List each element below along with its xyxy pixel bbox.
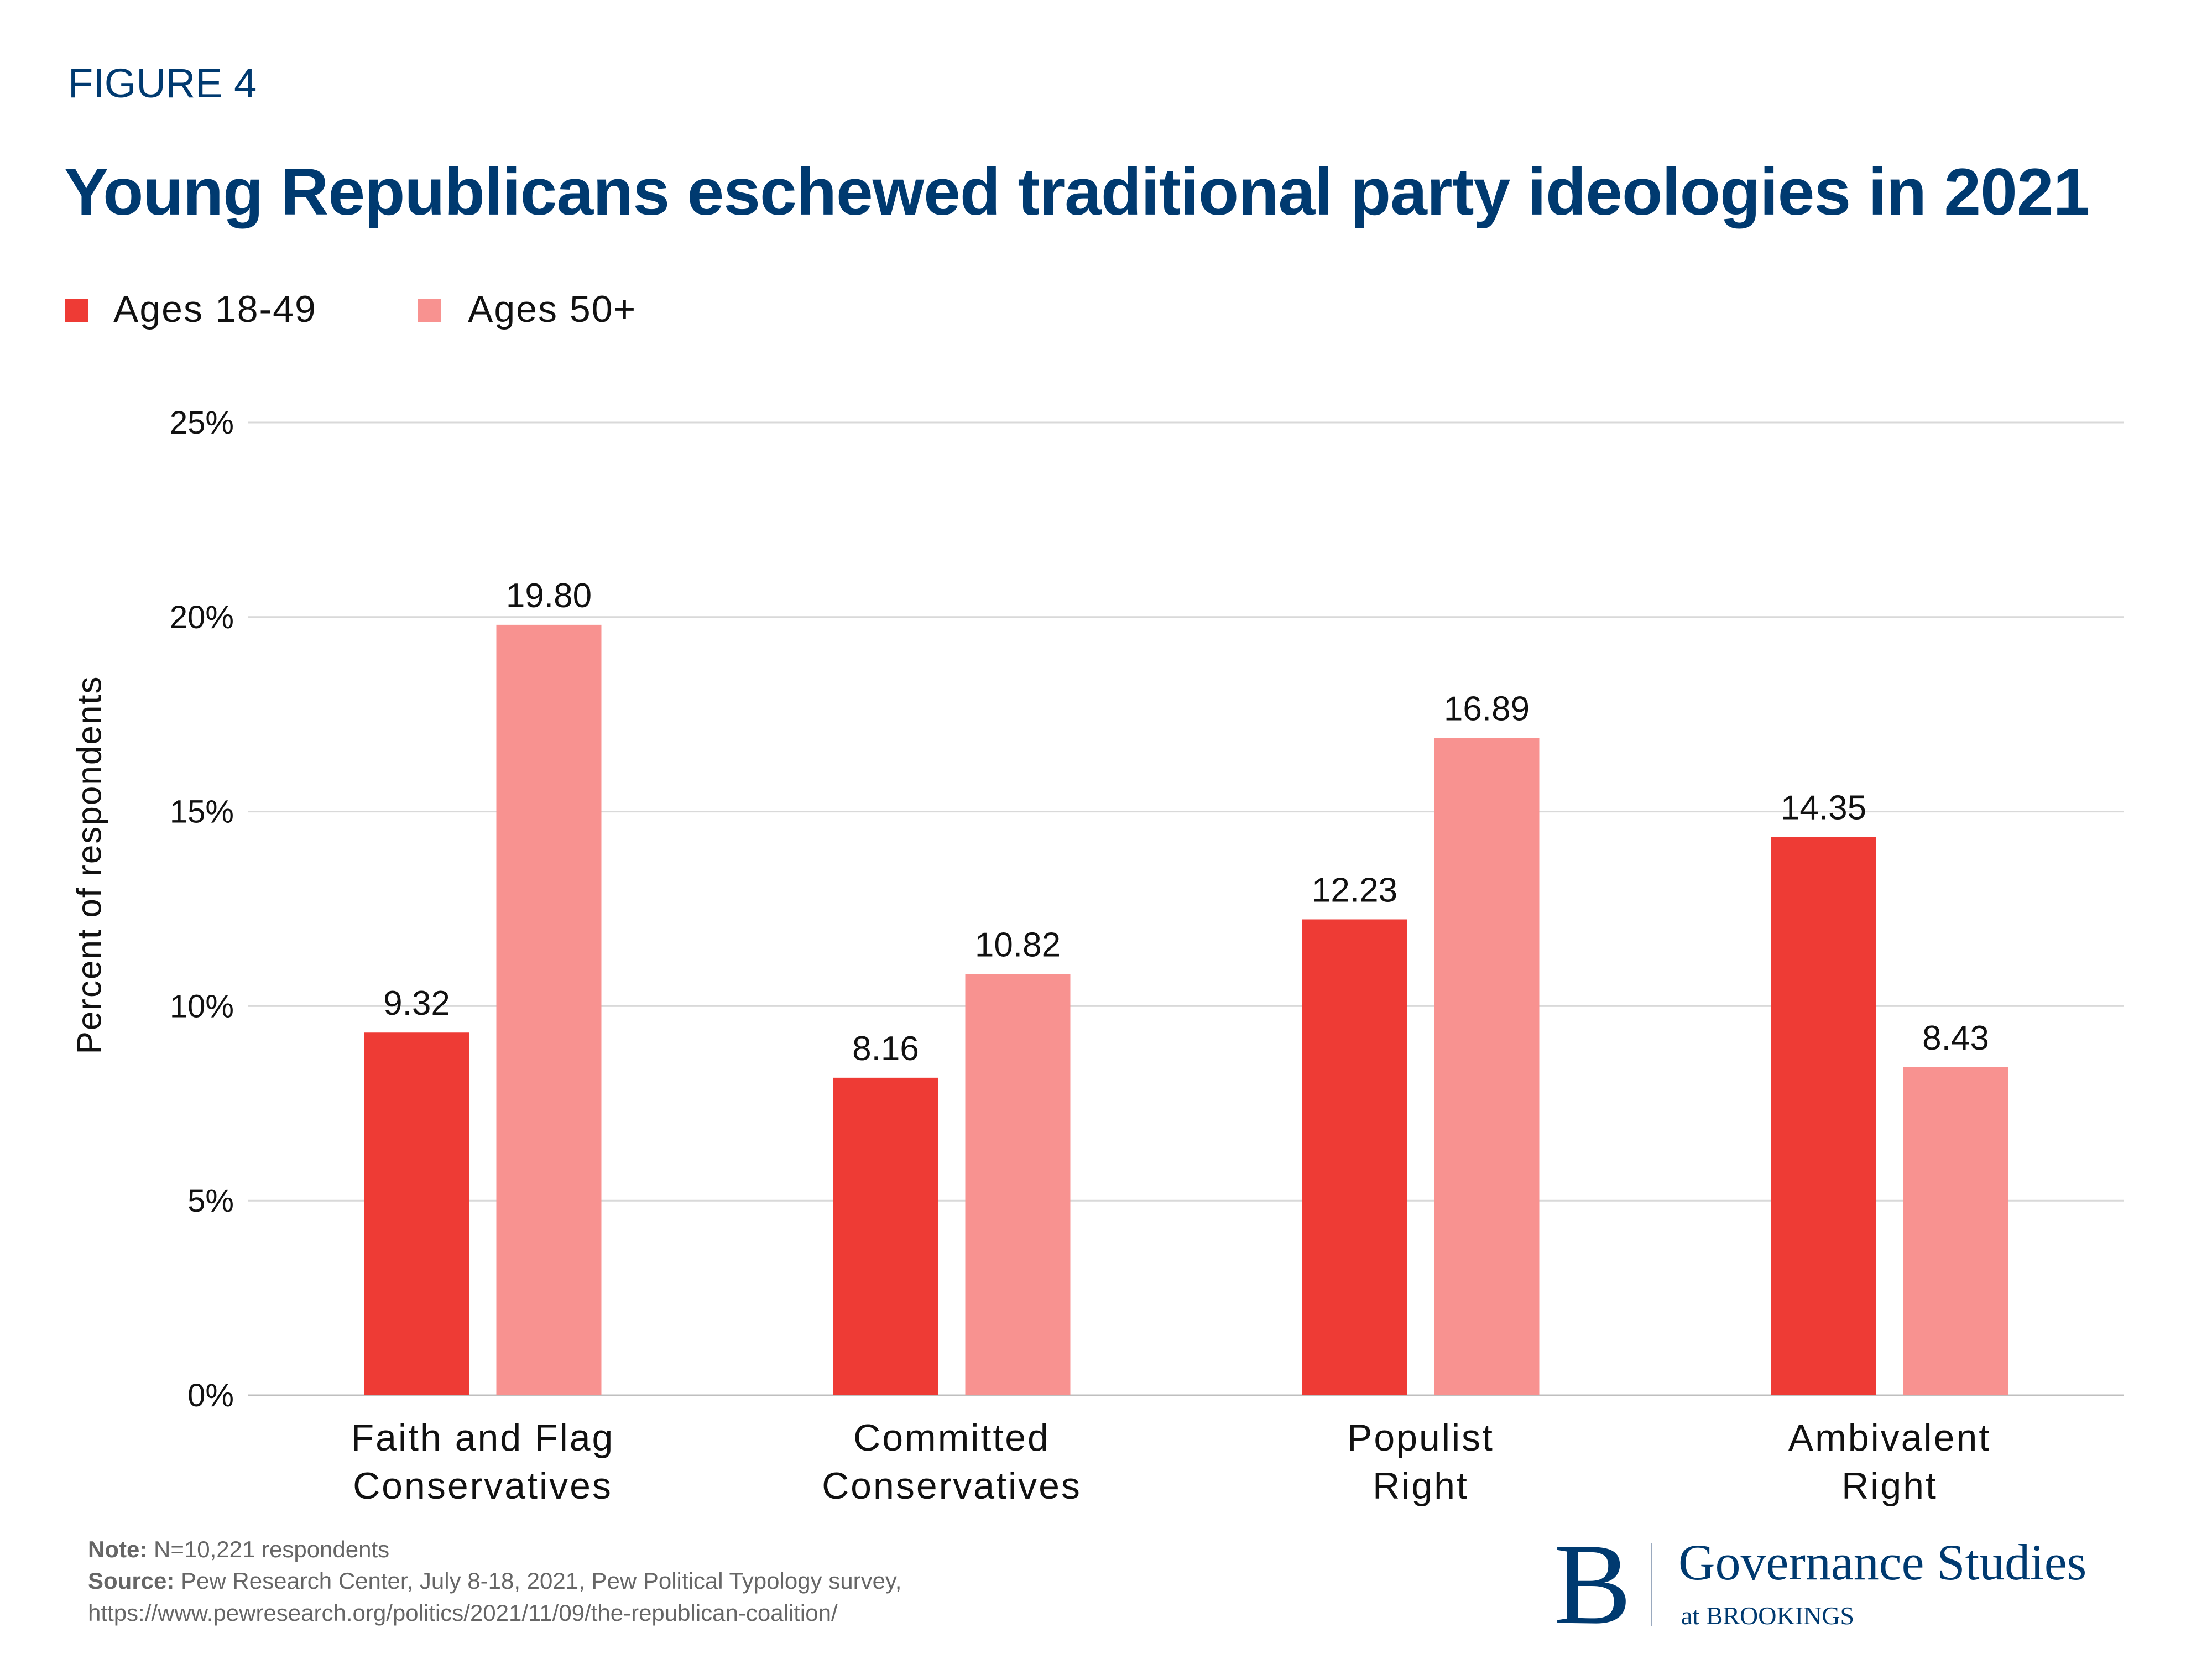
legend-label-ages-50-plus: Ages 50+ xyxy=(468,288,637,330)
chart-title: Young Republicans eschewed traditional p… xyxy=(64,155,2090,229)
y-tick-label: 5% xyxy=(187,1183,234,1219)
footnote-url: https://www.pewresearch.org/politics/202… xyxy=(88,1600,838,1626)
logo-name: Governance Studies xyxy=(1678,1534,2087,1590)
bar xyxy=(1434,738,1540,1395)
x-tick-label: Right xyxy=(1373,1465,1469,1507)
brookings-logo-letter: B xyxy=(1554,1520,1632,1648)
data-label: 19.80 xyxy=(506,577,592,615)
x-tick-label: Conservatives xyxy=(353,1465,613,1507)
x-tick-label: Faith and Flag xyxy=(351,1417,615,1459)
source-label: Source: xyxy=(88,1568,175,1594)
bar xyxy=(1771,837,1876,1395)
legend-swatch-ages-18-49 xyxy=(65,299,88,322)
y-tick-label: 20% xyxy=(170,599,234,635)
legend-swatch-ages-50-plus xyxy=(418,299,441,322)
data-label: 12.23 xyxy=(1312,871,1397,909)
data-label: 14.35 xyxy=(1781,789,1866,827)
bar xyxy=(496,624,602,1395)
data-label: 16.89 xyxy=(1444,690,1530,728)
y-tick-label: 10% xyxy=(170,988,234,1024)
data-label: 9.32 xyxy=(383,984,450,1022)
note-label: Note: xyxy=(88,1536,148,1562)
data-label: 10.82 xyxy=(975,926,1061,964)
x-tick-label: Conservatives xyxy=(822,1465,1082,1507)
legend-label-ages-18-49: Ages 18-49 xyxy=(113,288,317,330)
logo-sub: at BROOKINGS xyxy=(1681,1601,1855,1630)
bar xyxy=(1302,919,1407,1395)
x-tick-label: Populist xyxy=(1347,1417,1494,1459)
data-label: 8.43 xyxy=(1922,1019,1989,1057)
y-tick-label: 0% xyxy=(187,1378,234,1413)
source-text: Pew Research Center, July 8-18, 2021, Pe… xyxy=(174,1568,902,1594)
note-text: N=10,221 respondents xyxy=(147,1536,390,1562)
x-tick-label: Ambivalent xyxy=(1788,1417,1991,1459)
logo-divider xyxy=(1651,1543,1652,1626)
bar xyxy=(833,1077,938,1395)
bar xyxy=(364,1032,469,1395)
bar xyxy=(965,974,1071,1395)
bar xyxy=(1903,1067,2008,1395)
x-tick-label: Right xyxy=(1841,1465,1938,1507)
y-tick-label: 25% xyxy=(170,405,234,441)
figure-label: FIGURE 4 xyxy=(68,60,257,106)
footnote-source: Source: Pew Research Center, July 8-18, … xyxy=(88,1568,901,1594)
y-tick-label: 15% xyxy=(170,794,234,830)
data-label: 8.16 xyxy=(852,1030,919,1068)
x-tick-label: Committed xyxy=(853,1417,1050,1459)
footnote-note: Note: N=10,221 respondents xyxy=(88,1536,389,1563)
